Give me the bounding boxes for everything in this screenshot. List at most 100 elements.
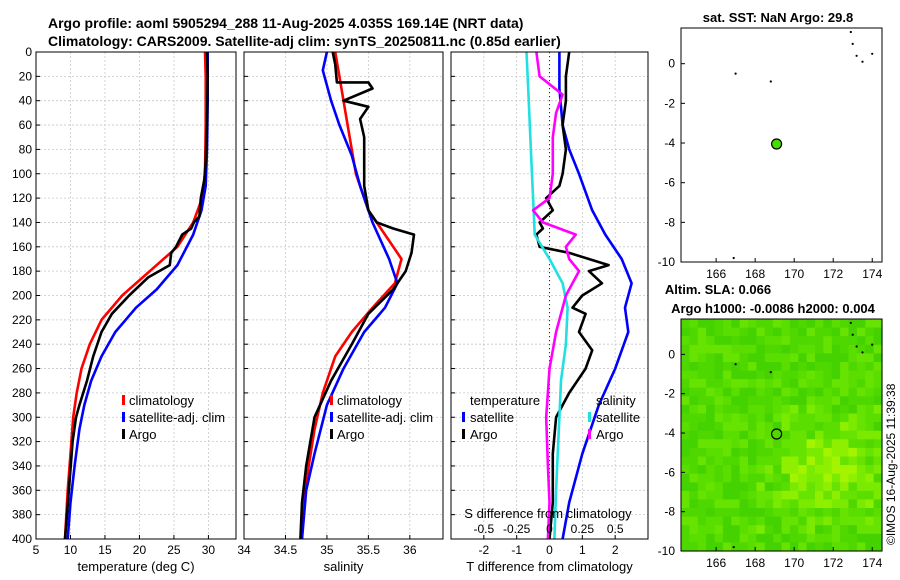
sla-cell — [798, 387, 808, 397]
sla-cell — [823, 499, 833, 509]
sla-cell — [681, 473, 690, 483]
sla-cell — [681, 525, 690, 535]
sla-cell — [840, 525, 850, 535]
y-tick-label: 240 — [12, 337, 32, 351]
sla-cell — [739, 430, 749, 440]
sla-cell — [806, 465, 816, 475]
sla-cell — [823, 319, 833, 329]
island-dot — [851, 333, 854, 336]
sla-cell — [689, 379, 699, 389]
x-axis-label: T difference from climatology — [466, 559, 633, 574]
sla-cell — [764, 456, 774, 466]
sla-cell — [781, 353, 791, 363]
sla-cell — [731, 353, 741, 363]
sla-cell — [840, 482, 850, 492]
sla-cell — [748, 508, 757, 518]
sla-cell — [789, 319, 799, 329]
sla-cell — [706, 430, 716, 440]
sla-cell — [714, 499, 724, 509]
sla-cell — [831, 473, 841, 483]
sla-cell — [739, 413, 749, 423]
sla-cell — [764, 542, 774, 552]
sla-cell — [739, 499, 749, 509]
sla-cell — [840, 422, 850, 432]
sla-cell — [706, 422, 716, 432]
island-dot — [849, 30, 852, 34]
sla-cell — [764, 430, 774, 440]
island-dot — [855, 345, 858, 348]
sla-cell — [815, 422, 824, 432]
sla-cell — [748, 499, 757, 509]
sla-cell — [722, 387, 732, 397]
sla-cell — [731, 422, 741, 432]
sla-cell — [815, 533, 824, 543]
sla-cell — [848, 404, 858, 415]
sla-cell — [848, 396, 858, 406]
sla-cell — [823, 456, 833, 466]
sla-cell — [706, 370, 716, 380]
sla-map-subtitle: Argo h1000: -0.0086 h2000: 0.004 — [671, 301, 876, 316]
sla-cell — [831, 379, 841, 389]
sla-cell — [681, 362, 690, 372]
legend-label-s-satellite: satellite — [596, 410, 640, 425]
sla-cell — [697, 516, 707, 526]
sla-cell — [764, 533, 774, 543]
legend-title-salinity: salinity — [596, 393, 636, 408]
legend-swatch-s-argo — [588, 429, 591, 439]
sla-cell — [714, 465, 724, 475]
sla-cell — [781, 499, 791, 509]
sla-cell — [764, 413, 774, 423]
sla-cell — [856, 319, 866, 329]
series-temperature-argo — [535, 51, 610, 540]
sla-cell — [764, 525, 774, 535]
sla-cell — [697, 430, 707, 440]
sla-cell — [731, 413, 741, 423]
sla-cell — [840, 447, 850, 458]
sla-cell — [789, 353, 799, 363]
sla-cell — [789, 430, 799, 440]
y-tick-label: 380 — [12, 508, 32, 522]
sla-cell — [798, 413, 808, 423]
sla-cell — [689, 353, 699, 363]
sla-cell — [706, 465, 716, 475]
x-tick-label: 1 — [579, 543, 586, 557]
sla-cell — [748, 465, 757, 475]
sla-cell — [873, 516, 883, 526]
sla-cell — [756, 353, 766, 363]
sla-cell — [865, 353, 875, 363]
sla-cell — [714, 336, 724, 346]
imos-watermark: ©IMOS 16-Aug-2025 11:39:38 — [884, 383, 898, 545]
sla-cell — [739, 387, 749, 397]
sla-cell — [764, 319, 774, 329]
y-tick-label: 260 — [12, 362, 32, 376]
sla-cell — [689, 344, 699, 354]
sla-cell — [823, 362, 833, 372]
sla-cell — [756, 319, 766, 329]
sla-cell — [739, 542, 749, 552]
sla-cell — [873, 456, 883, 466]
sla-cell — [756, 456, 766, 466]
sla-cell — [798, 508, 808, 518]
sla-cell — [697, 473, 707, 483]
sla-cell — [781, 439, 791, 449]
sla-cell — [856, 327, 866, 337]
sla-cell — [764, 404, 774, 415]
x-tick-label: 170 — [784, 556, 804, 570]
sla-cell — [722, 413, 732, 423]
sla-cell — [823, 422, 833, 432]
sla-cell — [823, 439, 833, 449]
sla-cell — [773, 542, 783, 552]
sla-cell — [840, 533, 850, 543]
sla-cell — [831, 422, 841, 432]
sla-cell — [731, 319, 741, 329]
sla-cell — [840, 499, 850, 509]
sla-cell — [681, 482, 690, 492]
sla-cell — [865, 413, 875, 423]
sla-cell — [739, 379, 749, 389]
sla-cell — [697, 465, 707, 475]
sla-cell — [697, 362, 707, 372]
y-tick-label: 220 — [12, 313, 32, 327]
sla-cell — [806, 396, 816, 406]
sla-cell — [798, 379, 808, 389]
